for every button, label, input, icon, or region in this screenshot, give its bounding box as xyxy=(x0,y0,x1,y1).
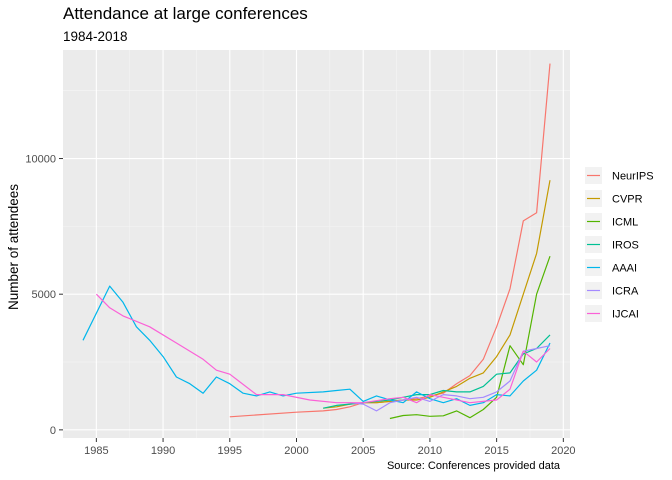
y-tick-label: 5000 xyxy=(32,289,56,301)
chart-title: Attendance at large conferences xyxy=(63,4,308,23)
plot-panel xyxy=(63,50,570,438)
legend-label-aaai: AAAI xyxy=(612,263,637,275)
legend-label-cvpr: CVPR xyxy=(612,194,643,206)
x-tick-label: 1990 xyxy=(151,445,175,457)
y-tick-label: 0 xyxy=(50,425,56,437)
series-lines xyxy=(82,63,551,420)
axes: 1985 1990 1995 2000 2005 2010 2015 2020 0 5000 100… xyxy=(25,154,575,457)
legend-label-ijcai: IJCAI xyxy=(612,309,639,321)
grid-lines xyxy=(63,50,570,438)
y-axis-title: Number of attendees xyxy=(6,184,21,310)
legend-label-icra: ICRA xyxy=(612,286,639,298)
x-tick-label: 2010 xyxy=(418,445,442,457)
x-tick-label: 1985 xyxy=(84,445,108,457)
y-tick-label: 10000 xyxy=(25,154,56,166)
panel-background xyxy=(63,50,570,438)
chart-caption: Source: Conferences provided data xyxy=(386,460,560,472)
series-line-ijcai xyxy=(95,293,551,404)
legend: NeurIPS CVPR ICML IROS AAAI ICRA IJCAI xyxy=(582,164,660,331)
series-line-icra xyxy=(349,345,551,412)
x-tick-label: 2000 xyxy=(284,445,308,457)
x-tick-label: 2015 xyxy=(484,445,508,457)
series-line-neurips xyxy=(229,63,551,418)
chart-subtitle: 1984-2018 xyxy=(63,29,128,44)
series-line-aaai xyxy=(82,285,551,406)
x-tick-label: 2020 xyxy=(551,445,575,457)
legend-label-icml: ICML xyxy=(612,217,638,229)
legend-label-iros: IROS xyxy=(612,240,639,252)
series-line-icml xyxy=(389,256,551,420)
x-tick-label: 1995 xyxy=(218,445,242,457)
legend-label-neurips: NeurIPS xyxy=(612,171,654,183)
x-tick-label: 2005 xyxy=(351,445,375,457)
